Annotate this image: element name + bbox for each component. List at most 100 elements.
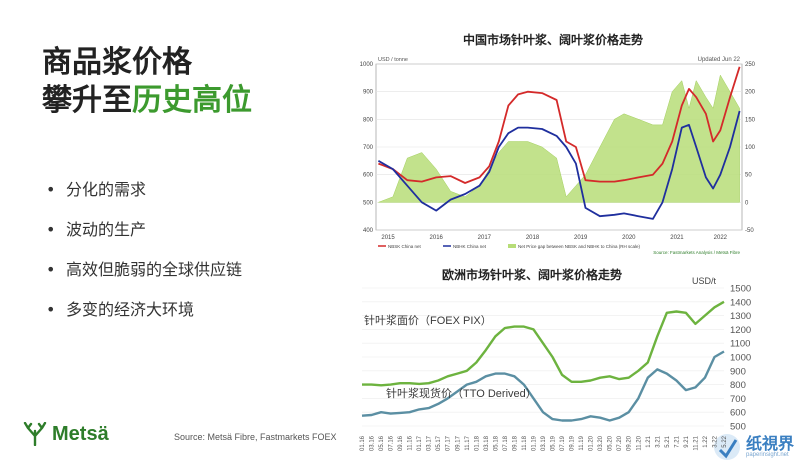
nbhk-line [377, 110, 741, 220]
x-tick-label: 5.21 [665, 435, 671, 447]
y2-tick-label: -50 [745, 228, 754, 234]
x-tick-label: 07.18 [503, 435, 509, 451]
x-tick-label: 9.21 [684, 435, 690, 447]
x-tick-label: 09.16 [398, 435, 404, 451]
y-tick-label: 1000 [360, 62, 374, 68]
x-tick-label: 05.16 [379, 435, 385, 451]
x-tick-label: 2016 [430, 235, 444, 241]
y-tick-label: 1200 [730, 325, 751, 336]
x-tick-label: 03.17 [427, 435, 433, 451]
x-tick-label: 03.18 [484, 435, 490, 451]
x-tick-label: 01.19 [531, 435, 537, 451]
x-tick-label: 5.22 [722, 435, 728, 447]
logo-text: Metsä [52, 422, 109, 445]
legend-label: NBSK China net [388, 244, 422, 249]
y-tick-label: 500 [730, 422, 746, 433]
y-axis-label: USD / tonne [378, 57, 408, 63]
x-tick-label: 2020 [622, 235, 636, 241]
tto-derived-line [361, 350, 725, 422]
x-tick-label: 3.21 [655, 435, 661, 447]
bullet-item: 多变的经济大环境 [46, 298, 242, 338]
metsa-logo: Metsä [22, 422, 109, 446]
slide-title-plain: 攀升至 [42, 83, 132, 118]
bullet-item: 高效但脆弱的全球供应链 [46, 258, 242, 298]
x-tick-label: 2021 [670, 235, 684, 241]
y-tick-label: 600 [730, 408, 746, 419]
x-tick-label: 01.20 [589, 435, 595, 451]
slide-title-line2: 攀升至历史高位 [42, 82, 252, 120]
x-tick-label: 1.22 [703, 435, 709, 447]
y-tick-label: 1300 [730, 311, 751, 322]
y-tick-label: 700 [363, 145, 374, 151]
x-tick-label: 7.21 [674, 435, 680, 447]
x-tick-label: 09.20 [627, 435, 633, 451]
x-tick-label: 11.17 [465, 435, 471, 450]
x-tick-label: 09.18 [512, 435, 518, 451]
watermark-text: 纸視界 [745, 434, 794, 453]
nbsk-line [378, 66, 741, 184]
x-tick-label: 03.16 [370, 435, 376, 451]
foex-pix-line [362, 300, 725, 387]
update-note: Updated Jun 22 [698, 57, 741, 63]
series-label-foex: 针叶浆面价（FOEX PIX） [364, 313, 492, 327]
x-tick-label: 01.17 [417, 435, 423, 451]
y-tick-label: 700 [730, 394, 746, 405]
legend-swatch [508, 244, 516, 248]
legend-label: Net Price gap between NBSK and NBHK to C… [518, 244, 641, 249]
europe-pulp-chart: 欧洲市场针叶浆、阔叶浆价格走势 USD/t 500 600 700 800 900 100… [360, 267, 751, 451]
x-tick-label: 11.19 [579, 435, 585, 450]
y-tick-label: 900 [363, 90, 374, 96]
y-tick-label: 500 [363, 200, 374, 206]
y-tick-label: 1400 [730, 297, 751, 308]
x-tick-label: 11.16 [408, 435, 414, 450]
x-tick-label: 03.20 [598, 435, 604, 451]
watermark: 纸視界 paperinsight.net [712, 432, 794, 462]
slide-title: 商品浆价格 攀升至历史高位 [42, 44, 252, 120]
x-tick-label: 07.16 [389, 435, 395, 451]
legend-label: NBHK China net [453, 244, 487, 249]
bullet-list: 分化的需求 波动的生产 高效但脆弱的全球供应链 多变的经济大环境 [46, 178, 242, 338]
chart-title: 中国市场针叶浆、阔叶浆价格走势 [463, 32, 643, 47]
x-tick-label: 09.17 [455, 435, 461, 451]
x-tick-label: 1.21 [646, 435, 652, 447]
x-tick-label: 11.18 [522, 435, 528, 450]
slide-title-line1: 商品浆价格 [42, 45, 192, 80]
x-tick-label: 2018 [526, 235, 540, 241]
y-tick-label: 400 [363, 228, 374, 234]
y-tick-label: 1000 [730, 353, 751, 364]
chart-source-note: Source: Fastmarkets Analysis / Metsä Fib… [653, 250, 740, 255]
x-tick-label: 07.17 [446, 435, 452, 451]
y-tick-label: 1100 [730, 339, 750, 350]
source-note: Source: Metsä Fibre, Fastmarkets FOEX [174, 432, 337, 442]
y-tick-label: 1500 [730, 284, 751, 295]
x-tick-label: 01.16 [360, 435, 366, 451]
watermark-logo-icon [713, 434, 740, 460]
y2-tick-label: 200 [745, 90, 756, 96]
x-tick-label: 2019 [574, 235, 588, 241]
y2-tick-label: 150 [745, 117, 756, 123]
x-tick-label: 3.22 [712, 435, 718, 447]
bullet-item: 分化的需求 [46, 178, 242, 218]
series-label-tto: 针叶浆现货价（TTO Derived） [386, 386, 537, 400]
y2-tick-label: 50 [745, 173, 752, 179]
x-tick-label: 2015 [381, 235, 395, 241]
watermark-url: paperinsight.net [745, 452, 789, 458]
x-tick-label: 11.20 [636, 435, 642, 450]
y2-tick-label: 250 [745, 62, 756, 68]
x-tick-label: 05.18 [493, 435, 499, 451]
china-pulp-chart: 中国市场针叶浆、阔叶浆价格走势 USD / tonne Updated Jun … [360, 32, 756, 255]
price-gap-area [378, 74, 740, 203]
bullet-item: 波动的生产 [46, 218, 242, 258]
y-tick-label: 800 [363, 117, 374, 123]
chart-title: 欧洲市场针叶浆、阔叶浆价格走势 [442, 267, 622, 282]
antler-logo-icon [23, 422, 47, 446]
y-tick-label: 800 [730, 380, 746, 391]
x-tick-label: 05.20 [608, 435, 614, 451]
y-tick-label: 600 [363, 173, 374, 179]
x-tick-label: 07.19 [560, 435, 566, 451]
x-tick-label: 03.19 [541, 435, 547, 451]
x-tick-label: 05.17 [436, 435, 442, 451]
y2-tick-label: 0 [745, 200, 749, 206]
x-tick-label: 09.19 [570, 435, 576, 451]
x-tick-label: 11.21 [693, 435, 699, 450]
